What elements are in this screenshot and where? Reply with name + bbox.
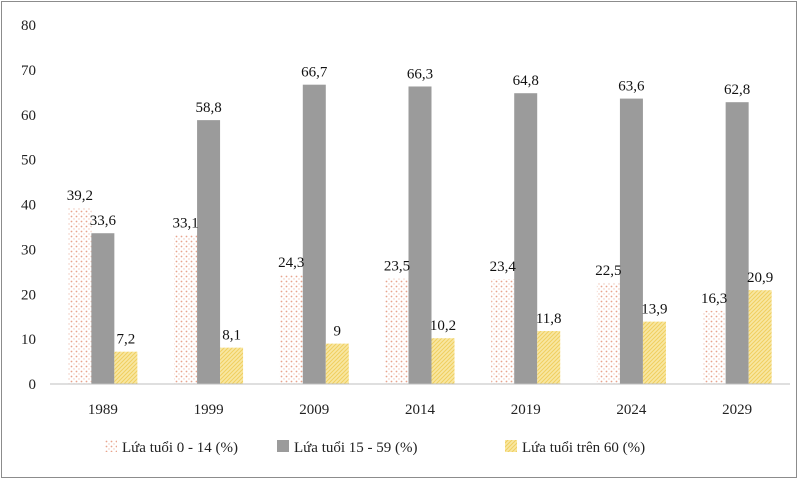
- data-label-3-1989: 7,2: [116, 332, 135, 348]
- x-tick-2024: 2024: [616, 402, 647, 418]
- data-label-2-1989: 33,6: [90, 213, 117, 229]
- data-label-1-1989: 39,2: [67, 188, 93, 204]
- data-label-1-1999: 33,1: [172, 215, 198, 231]
- bars: [68, 84, 772, 385]
- y-tick-30: 30: [21, 242, 36, 258]
- bar-2-2014: [408, 86, 432, 384]
- data-label-2-2019: 64,8: [513, 73, 539, 89]
- x-axis-ticks: 1989 1999 2009 2014 2019 2024 2029: [88, 402, 752, 418]
- bar-3-2009: [325, 343, 349, 384]
- bar-1-2029: [702, 310, 726, 384]
- bar-2-2024: [619, 98, 643, 384]
- bar-2-2009: [302, 84, 326, 384]
- bar-2-1989: [91, 233, 115, 384]
- data-label-3-2014: 10,2: [430, 318, 456, 334]
- x-tick-1999: 1999: [194, 402, 224, 418]
- data-label-1-2024: 22,5: [595, 263, 621, 279]
- data-label-2-2014: 66,3: [407, 66, 433, 82]
- y-tick-0: 0: [29, 377, 37, 393]
- bar-3-2014: [431, 338, 455, 384]
- y-tick-10: 10: [21, 332, 36, 348]
- bar-1-2009: [279, 274, 303, 384]
- y-tick-80: 80: [21, 18, 36, 34]
- x-tick-2029: 2029: [722, 402, 752, 418]
- x-tick-2009: 2009: [299, 402, 329, 418]
- x-tick-1989: 1989: [88, 402, 118, 418]
- legend-swatch-1: [105, 440, 117, 452]
- data-label-3-2029: 20,9: [747, 270, 773, 286]
- bar-3-2024: [642, 321, 666, 384]
- legend-swatch-2: [277, 440, 289, 452]
- bar-1-1999: [174, 235, 198, 384]
- data-label-2-2009: 66,7: [301, 65, 328, 81]
- bar-3-2019: [537, 331, 561, 384]
- legend-label-1: Lứa tuổi 0 - 14 (%): [122, 440, 238, 456]
- legend-label-2: Lứa tuổi 15 - 59 (%): [294, 440, 418, 456]
- bar-2-2029: [725, 102, 749, 384]
- bar-3-1999: [220, 347, 244, 384]
- y-tick-70: 70: [21, 63, 36, 79]
- x-tick-2014: 2014: [405, 402, 436, 418]
- bar-3-1989: [114, 351, 138, 384]
- bar-2-1999: [197, 120, 221, 384]
- data-label-1-2019: 23,4: [490, 259, 517, 275]
- y-tick-40: 40: [21, 198, 36, 214]
- y-tick-50: 50: [21, 153, 36, 169]
- legend: Lứa tuổi 0 - 14 (%) Lứa tuổi 15 - 59 (%) L…: [105, 440, 645, 456]
- y-tick-20: 20: [21, 287, 36, 303]
- data-label-1-2029: 16,3: [701, 291, 727, 307]
- bar-1-2024: [596, 283, 620, 384]
- data-label-1-2009: 24,3: [278, 255, 304, 271]
- bar-3-2029: [748, 290, 772, 384]
- legend-swatch-3: [505, 440, 517, 452]
- data-labels: 39,2 33,6 7,2 33,1 58,8 8,1 24,3 66,7 9 23,5 66,3 1…: [67, 65, 774, 348]
- data-label-3-2024: 13,9: [641, 302, 667, 318]
- bar-1-2014: [385, 278, 409, 384]
- bar-1-1989: [68, 208, 92, 384]
- legend-label-3: Lứa tuổi trên 60 (%): [522, 440, 645, 456]
- bar-2-2019: [514, 93, 538, 385]
- data-label-3-2009: 9: [334, 324, 342, 340]
- y-axis-ticks: 0 10 20 30 40 50 60 70 80: [21, 18, 36, 393]
- data-label-3-2019: 11,8: [536, 311, 562, 327]
- data-label-1-2014: 23,5: [384, 259, 410, 275]
- bar-1-2019: [491, 278, 515, 384]
- y-tick-60: 60: [21, 108, 36, 124]
- data-label-2-2029: 62,8: [724, 82, 750, 98]
- data-label-3-1999: 8,1: [222, 328, 241, 344]
- data-label-2-1999: 58,8: [195, 100, 221, 116]
- x-tick-2019: 2019: [511, 402, 541, 418]
- data-label-2-2024: 63,6: [618, 79, 645, 95]
